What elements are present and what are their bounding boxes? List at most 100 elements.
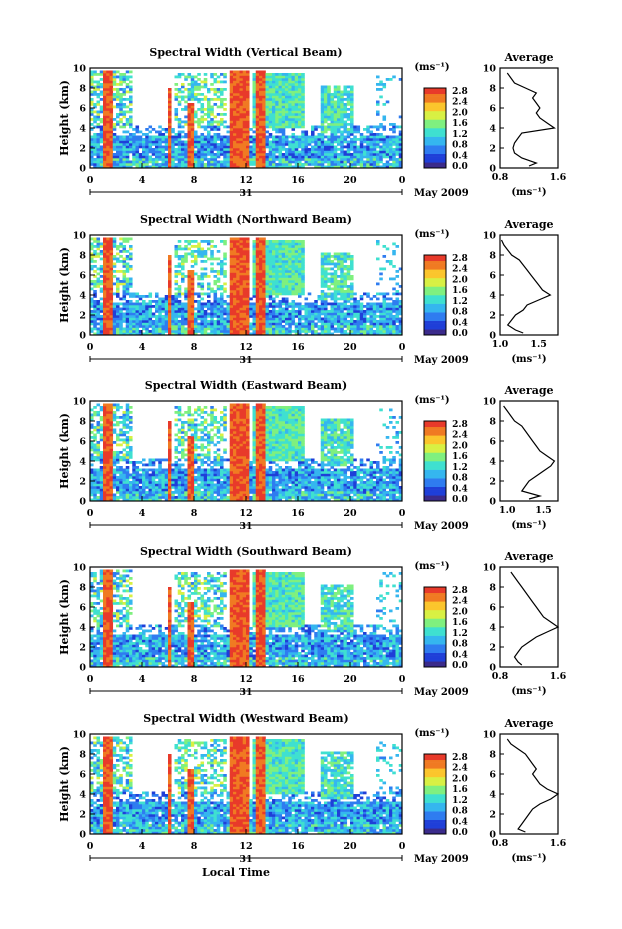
heatmap-cell	[242, 332, 247, 336]
heatmap-cell	[327, 317, 331, 321]
heatmap-cell	[236, 90, 240, 94]
heatmap-cell	[174, 312, 179, 316]
heatmap-cell	[291, 125, 296, 129]
heatmap-cell	[93, 120, 97, 124]
heatmap-cell	[148, 330, 153, 333]
heatmap-cell	[129, 145, 133, 149]
heatmap-cell	[255, 105, 260, 109]
heatmap-cell	[200, 145, 205, 149]
heatmap-cell	[265, 245, 270, 248]
heatmap-cell	[337, 290, 341, 293]
heatmap-cell	[203, 108, 208, 111]
heatmap-cell	[307, 148, 312, 151]
heatmap-cell	[145, 327, 149, 331]
heatmap-cell	[259, 265, 263, 268]
heatmap-cell	[194, 163, 198, 166]
heatmap-cell	[96, 332, 101, 336]
heatmap-cell	[298, 267, 302, 271]
heatmap-cell	[151, 330, 156, 333]
heatmap-cell	[93, 332, 97, 336]
heatmap-cell	[324, 282, 328, 286]
heatmap-cell	[252, 265, 257, 268]
heatmap-cell	[353, 312, 357, 316]
heatmap-cell	[330, 145, 335, 149]
heatmap-cell	[278, 287, 283, 291]
heatmap-cell	[272, 245, 276, 248]
heatmap-cell	[343, 285, 348, 288]
heatmap-cell	[103, 247, 107, 251]
heatmap-cell	[330, 118, 335, 121]
heatmap-cell	[210, 158, 214, 161]
heatmap-cell	[200, 150, 205, 154]
heatmap-cell	[278, 285, 283, 288]
heatmap-cell	[184, 153, 188, 156]
heatmap-cell	[366, 135, 370, 139]
heatmap-cell	[210, 290, 214, 293]
heatmap-cell	[223, 120, 227, 124]
heatmap-cell	[233, 165, 237, 169]
heatmap-cell	[259, 70, 263, 74]
heatmap-cell	[223, 88, 227, 91]
heatmap-cell	[304, 332, 309, 336]
heatmap-cell	[324, 90, 328, 94]
heatmap-cell	[385, 322, 390, 326]
heatmap-cell	[346, 315, 351, 318]
heatmap-cell	[340, 272, 344, 276]
colorbar-frame	[423, 87, 447, 169]
heatmap-cell	[298, 140, 302, 144]
heatmap-cell	[363, 128, 367, 131]
heatmap-cell	[203, 255, 208, 258]
heatmap-cell	[265, 275, 270, 278]
heatmap-cell	[229, 105, 234, 109]
heatmap-cell	[119, 237, 123, 241]
heatmap-cell	[207, 150, 211, 154]
heatmap-cell	[168, 315, 172, 318]
heatmap-cell	[372, 320, 377, 323]
heatmap-cell	[324, 310, 328, 313]
heatmap-cell	[259, 83, 263, 86]
heatmap-cell	[330, 165, 335, 169]
heatmap-cell	[184, 297, 188, 301]
heatmap-cell	[239, 260, 244, 263]
heatmap-cell	[242, 120, 247, 124]
heatmap-cell	[324, 135, 328, 139]
heatmap-cell	[213, 133, 218, 136]
heatmap-cell	[317, 307, 322, 311]
heatmap-cell	[385, 145, 390, 149]
heatmap-cell	[272, 290, 276, 293]
heatmap-cell	[392, 330, 396, 333]
heatmap-cell	[337, 257, 341, 261]
heatmap-cell	[223, 140, 227, 144]
heatmap-cell	[103, 155, 107, 159]
heatmap-cell	[259, 123, 263, 126]
heatmap-cell	[151, 138, 156, 141]
heatmap-cell	[359, 310, 364, 313]
heatmap-cell	[272, 247, 276, 251]
heatmap-cell	[112, 320, 117, 323]
heatmap-cell	[324, 270, 328, 273]
heatmap-cell	[109, 95, 114, 99]
heatmap-cell	[285, 135, 289, 139]
heatmap-cell	[122, 88, 127, 91]
heatmap-cell	[233, 305, 237, 308]
heatmap-cell	[177, 145, 182, 149]
heatmap-cell	[155, 307, 159, 311]
heatmap-cell	[333, 90, 338, 94]
heatmap-cell	[268, 135, 273, 139]
heatmap-cell	[90, 93, 94, 96]
heatmap-cell	[281, 265, 286, 268]
heatmap-cell	[340, 270, 344, 273]
heatmap-cell	[262, 73, 266, 76]
heatmap-cell	[246, 300, 250, 303]
colorbar-swatch	[424, 102, 446, 106]
heatmap-cell	[340, 295, 344, 298]
heatmap-cell	[259, 327, 263, 331]
heatmap-cell	[233, 242, 237, 246]
heatmap-cell	[155, 292, 159, 296]
heatmap-cell	[99, 85, 104, 89]
heatmap-cell	[291, 302, 296, 306]
heatmap-cell	[158, 307, 162, 311]
heatmap-cell	[132, 307, 136, 311]
heatmap-cell	[298, 242, 302, 246]
heatmap-cell	[278, 75, 283, 79]
